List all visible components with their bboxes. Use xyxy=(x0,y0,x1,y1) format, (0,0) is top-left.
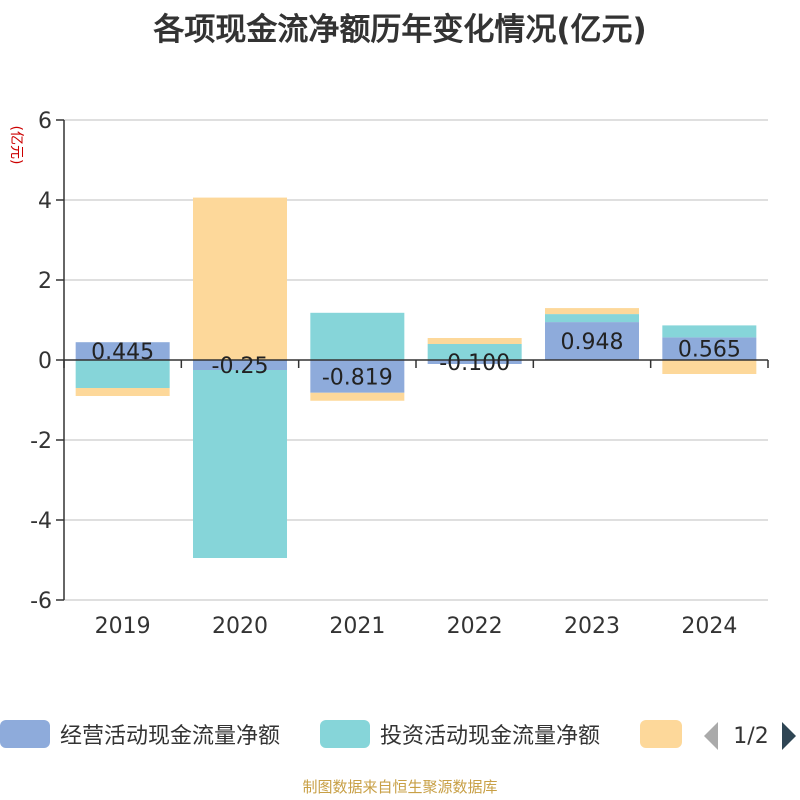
legend-swatch-financing xyxy=(640,720,682,748)
y-tick-label: -4 xyxy=(30,509,52,534)
x-tick-label: 2024 xyxy=(681,614,737,639)
legend-swatch-investing xyxy=(320,720,370,748)
legend-item-financing[interactable] xyxy=(640,712,682,756)
axes: 6 4 2 0 -2 -4 -6 2019 2020 2021 2022 2023 2024 xyxy=(30,109,769,639)
bar-series-2[interactable] xyxy=(427,338,522,344)
bar-series-2[interactable] xyxy=(662,360,757,374)
data-labels: 0.445 -0.25 -0.819 -0.100 0.948 0.565 xyxy=(91,330,741,390)
bar-series-0[interactable] xyxy=(75,342,170,360)
legend-label-operating: 经营活动现金流量净额 xyxy=(60,724,281,749)
bar-series-0[interactable] xyxy=(427,360,522,364)
bar-series-2[interactable] xyxy=(545,308,639,315)
data-label: -0.25 xyxy=(212,354,269,379)
bar-series-1[interactable] xyxy=(75,360,170,388)
bar-series-1[interactable] xyxy=(545,314,639,323)
y-tick-label: 4 xyxy=(38,189,52,214)
legend-item-operating[interactable]: 经营活动现金流量净额 xyxy=(0,712,280,756)
legend-pager: 1/2 xyxy=(704,722,796,750)
bar-series-1[interactable] xyxy=(427,344,522,360)
bar-series-2[interactable] xyxy=(193,197,287,360)
data-label: 0.565 xyxy=(678,338,741,363)
legend-page-indicator: 1/2 xyxy=(733,724,768,749)
bar-series-1[interactable] xyxy=(310,312,405,360)
y-tick-label: -6 xyxy=(30,589,52,614)
y-tick-label: 6 xyxy=(38,109,52,134)
y-tick-label: 2 xyxy=(38,269,52,294)
legend-label-investing: 投资活动现金流量净额 xyxy=(380,724,601,749)
bar-series-0[interactable] xyxy=(193,360,287,370)
bar-series-1[interactable] xyxy=(662,325,757,338)
x-tick-label: 2022 xyxy=(447,614,503,639)
x-tick-label: 2020 xyxy=(212,614,268,639)
bars xyxy=(75,197,757,558)
data-label: 0.948 xyxy=(561,330,624,355)
y-tick-label: -2 xyxy=(30,429,52,454)
data-label: -0.100 xyxy=(439,351,510,376)
data-label: 0.445 xyxy=(91,340,154,365)
bar-series-0[interactable] xyxy=(310,360,405,393)
bar-series-1[interactable] xyxy=(193,370,287,558)
legend-item-investing[interactable]: 投资活动现金流量净额 xyxy=(320,712,600,756)
legend-swatch-operating xyxy=(0,720,50,748)
prev-page-icon[interactable] xyxy=(704,722,718,750)
data-label: -0.819 xyxy=(322,365,393,390)
bar-series-2[interactable] xyxy=(310,392,405,401)
y-axis-label: (亿元) xyxy=(8,126,24,165)
bar-series-0[interactable] xyxy=(545,322,639,360)
chart-title: 各项现金流净额历年变化情况(亿元) xyxy=(153,12,647,48)
footer-source: 制图数据来自恒生聚源数据库 xyxy=(302,778,498,796)
x-tick-label: 2019 xyxy=(95,614,151,639)
x-tick-label: 2023 xyxy=(564,614,620,639)
bar-series-2[interactable] xyxy=(75,388,170,396)
next-page-icon[interactable] xyxy=(782,722,796,750)
y-tick-label: 0 xyxy=(38,349,52,374)
bar-series-0[interactable] xyxy=(662,337,757,360)
grid-lines xyxy=(64,119,768,601)
x-tick-label: 2021 xyxy=(329,614,385,639)
